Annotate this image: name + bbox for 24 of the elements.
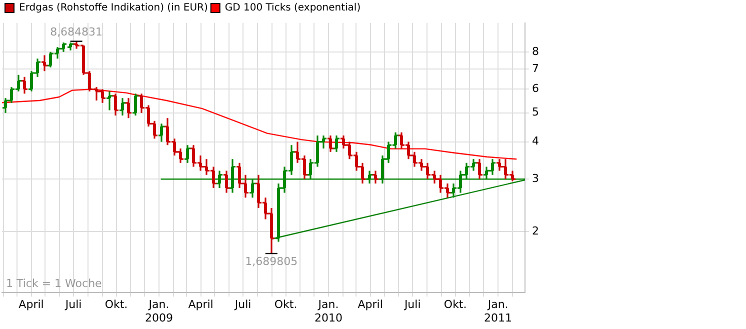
y-tick-label: 2	[532, 224, 539, 238]
annotation: 1 Tick = 1 Woche	[6, 276, 102, 290]
legend-label: GD 100 Ticks (exponential)	[224, 2, 361, 14]
x-tick-label: Juli	[64, 298, 82, 312]
y-tick-label: 8	[532, 44, 539, 58]
x-tick-label: April	[358, 298, 383, 312]
x-tick-label: Okt.	[444, 298, 467, 312]
annotation: 1,689805	[245, 254, 298, 268]
x-tick-label: Okt.	[104, 298, 128, 312]
x-tick-label: Jan. 2009	[144, 298, 173, 324]
x-tick-label: Juli	[234, 298, 252, 312]
x-tick-label: April	[188, 298, 214, 312]
x-tick-label: Jan. 2011	[484, 298, 512, 324]
y-tick-label: 3	[532, 172, 539, 185]
x-tick-label: Jan. 2010	[314, 298, 343, 324]
x-tick-label: Juli	[403, 298, 421, 312]
y-tick-label: 4	[532, 134, 539, 148]
y-tick-label: 5	[532, 106, 539, 119]
y-tick-label: 6	[532, 82, 539, 96]
annotation: 8,684831	[50, 26, 103, 39]
x-tick-label: April	[18, 298, 44, 312]
legend-label: Erdgas (Rohstoffe Indikation) (in EUR)	[19, 2, 208, 14]
y-tick-label: 7	[532, 62, 539, 76]
x-tick-label: Okt.	[274, 298, 298, 312]
